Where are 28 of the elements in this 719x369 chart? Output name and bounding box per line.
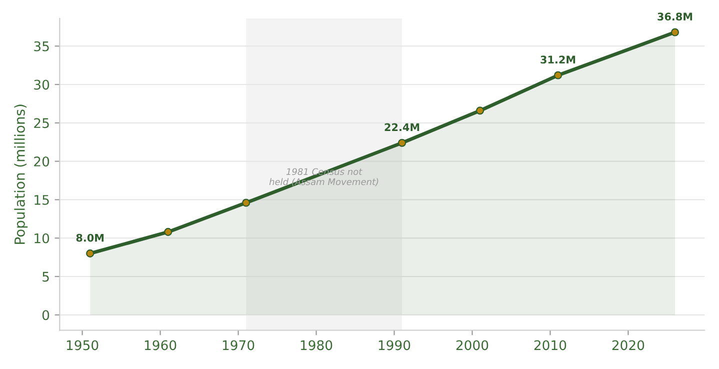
data-label: 22.4M [384,123,420,131]
y-tick-label: 35 [34,41,49,52]
data-label: 31.2M [540,56,576,64]
data-label: 36.8M [658,12,692,21]
x-tick-label: 1980 [300,340,332,350]
y-tick-label: 10 [34,233,50,244]
data-label: 8.0M [76,234,104,242]
y-axis-title: Population (millions) [14,104,28,244]
point [554,71,562,80]
point [164,228,172,236]
point [476,106,484,115]
y-tick-label: 0 [42,310,50,320]
y-tick-label: 20 [34,156,50,166]
y-tick-label: 25 [34,118,49,128]
y-tick-label: 5 [42,272,49,282]
x-tick-label: 2000 [456,340,488,350]
x-tick-label: 2010 [534,340,566,350]
y-tick-label: 15 [34,195,49,205]
point [398,138,406,147]
x-tick-label: 2020 [612,340,644,350]
x-tick-label: 1950 [66,340,98,350]
x-tick-label: 1970 [222,340,254,350]
point [86,249,94,258]
x-tick-label: 1960 [144,340,176,350]
point [242,198,250,207]
point [670,28,680,36]
x-tick-label: 1990 [378,340,410,350]
y-tick-label: 30 [34,80,50,90]
